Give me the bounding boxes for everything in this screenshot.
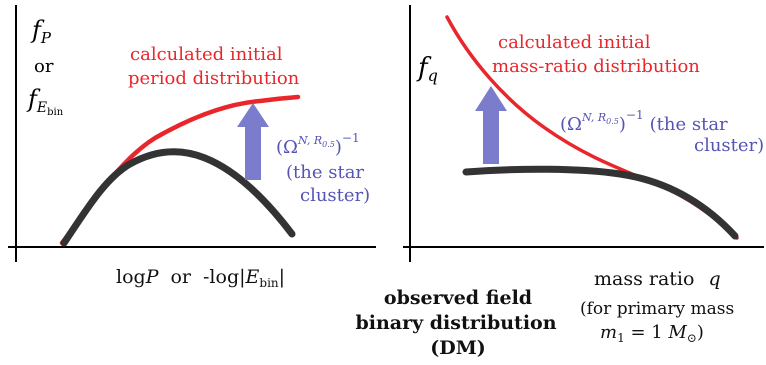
caption-line3: (DM) (430, 337, 486, 359)
left-panel: fP or fEbin calculated initial period di… (8, 5, 376, 290)
left-curve-label-line1: calculated initial (130, 44, 283, 65)
right-curve-label-line1: calculated initial (498, 32, 651, 53)
caption-line1: observed field (384, 287, 532, 309)
left-observed-curve (60, 148, 296, 247)
right-y-label: fq (416, 53, 438, 85)
center-caption: observed field binary distribution (DM) (355, 287, 556, 359)
right-curve-label-line2: mass-ratio distribution (492, 56, 700, 77)
left-x-label: logP or -log|Ebin| (116, 266, 285, 290)
right-observed-curve (462, 165, 739, 240)
left-curve-label-line2: period distribution (128, 68, 300, 89)
left-y-label-or: or (34, 56, 54, 77)
left-annotation-line3: cluster) (300, 185, 370, 206)
left-upward-arrow (237, 103, 269, 180)
left-y-label: fP (30, 16, 52, 47)
caption-line2: binary distribution (355, 312, 556, 334)
left-y-label-alt: fEbin (26, 85, 64, 118)
left-annotation-line2: (the star (286, 162, 364, 183)
right-note-line2: m1 = 1 M⊙) (600, 322, 704, 345)
right-annotation-line2: cluster) (694, 135, 764, 156)
right-x-label: mass ratio q (594, 268, 721, 290)
right-note-line1: (for primary mass (580, 299, 734, 319)
left-omega-annotation: (ΩN, R0.5)−1 (276, 131, 360, 158)
right-omega-annotation: (ΩN, R0.5)−1 (the star (560, 108, 728, 135)
right-panel: fq calculated initial mass-ratio distrib… (403, 5, 764, 345)
right-upward-arrow (475, 86, 507, 164)
